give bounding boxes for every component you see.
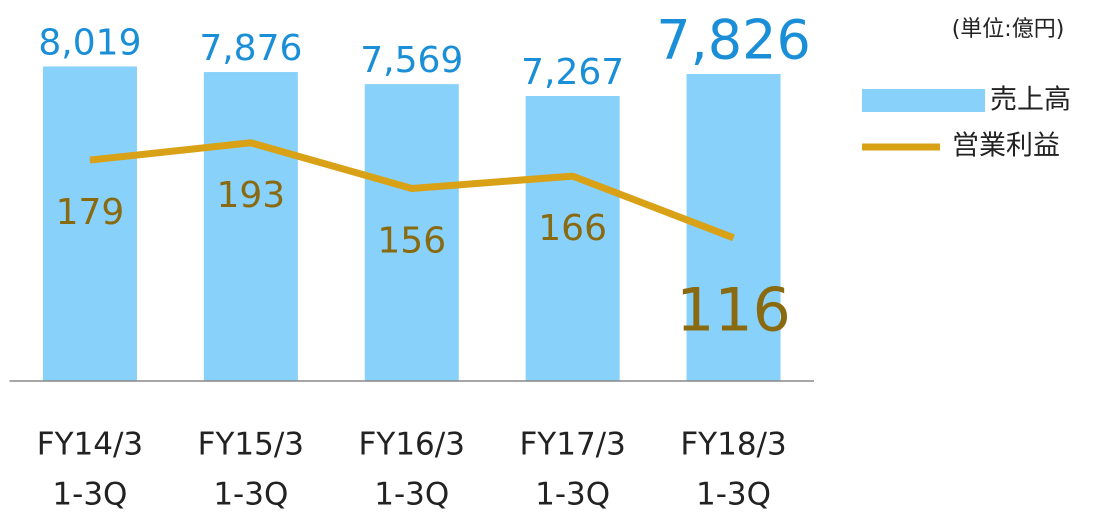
bar <box>203 72 298 381</box>
line-value-label: 179 <box>56 192 125 233</box>
x-tick-label: 1-3Q <box>213 477 288 513</box>
unit-note: (単位:億円) <box>952 17 1065 42</box>
line-value-label: 193 <box>216 175 285 216</box>
legend-label: 営業利益 <box>952 131 1060 162</box>
legend-label: 売上高 <box>990 85 1071 116</box>
line-value-label: 116 <box>676 275 791 345</box>
x-tick-label: 1-3Q <box>374 477 449 513</box>
x-tick-label: 1-3Q <box>696 477 771 513</box>
line <box>89 139 735 242</box>
x-tick-label: FY15/3 <box>198 427 304 463</box>
bar-value-label: 7,826 <box>656 9 811 72</box>
x-tick-label: 1-3Q <box>535 477 610 513</box>
bar-value-label: 7,267 <box>521 52 624 93</box>
x-tick-label: 1-3Q <box>52 477 127 513</box>
x-tick-label: FY16/3 <box>359 427 465 463</box>
bar-value-label: 8,019 <box>38 22 141 63</box>
x-tick-label: FY17/3 <box>519 427 625 463</box>
bar <box>364 84 459 381</box>
x-tick-label: FY14/3 <box>37 427 143 463</box>
bar <box>42 66 137 382</box>
line-value-label: 156 <box>377 220 446 261</box>
legend-swatch <box>862 89 985 112</box>
bar-value-label: 7,876 <box>199 28 302 69</box>
line-value-label: 166 <box>538 208 607 249</box>
bar-value-label: 7,569 <box>360 40 463 81</box>
bar <box>525 95 620 382</box>
x-tick-label: FY18/3 <box>680 427 786 463</box>
